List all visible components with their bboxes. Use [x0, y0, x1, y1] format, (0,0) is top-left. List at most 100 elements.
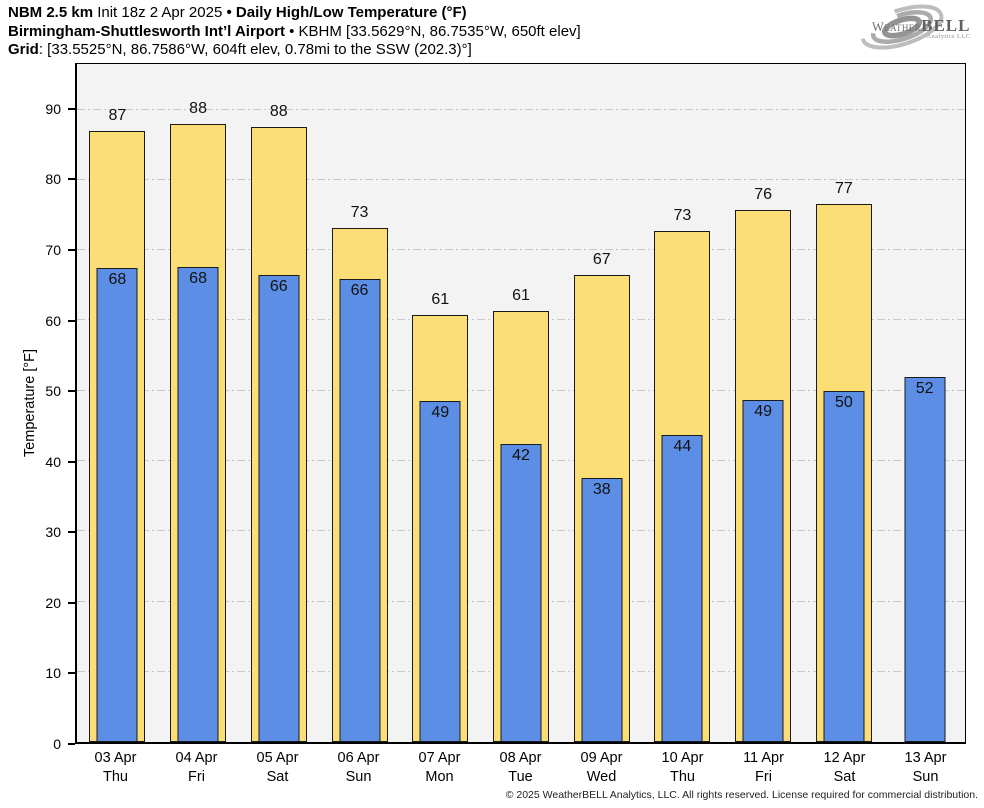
low-temp-bar: 49 — [742, 399, 784, 742]
x-tick-date: 08 Apr — [499, 750, 542, 766]
day-slot-13-Apr: 52 — [884, 64, 965, 742]
bullet-separator: • — [226, 4, 232, 21]
x-tick-09-Apr: 09 Apr Wed — [561, 749, 642, 787]
gridline-90 — [77, 108, 965, 110]
high-temp-value: 88 — [269, 103, 288, 121]
x-tick-date: 06 Apr — [337, 750, 380, 766]
day-slot-09-Apr: 67 38 — [561, 64, 642, 742]
x-axis: 03 Apr Thu 04 Apr Fri 05 Apr Sat 06 Apr Sun 07 A… — [75, 747, 966, 789]
x-tick-07-Apr: 07 Apr Mon — [399, 749, 480, 787]
x-tick-weekday: Thu — [670, 769, 695, 785]
low-temp-bar: 50 — [823, 390, 865, 742]
y-tick-mark-20 — [68, 601, 75, 604]
low-temp-value: 68 — [189, 270, 207, 288]
header-line-1: NBM 2.5 km Init 18z 2 Apr 2025 • Daily H… — [8, 4, 581, 23]
x-tick-date: 07 Apr — [418, 750, 461, 766]
x-tick-05-Apr: 05 Apr Sat — [237, 749, 318, 787]
bullet-separator: • — [289, 22, 295, 40]
high-temp-value: 87 — [108, 106, 127, 124]
low-temp-value: 52 — [915, 380, 934, 398]
y-tick-label-40: 40 — [45, 453, 61, 470]
low-temp-bar: 68 — [96, 267, 138, 742]
low-temp-bar: 66 — [339, 279, 381, 742]
y-axis: 0 10 20 30 40 50 60 70 80 90 — [0, 63, 75, 752]
logo-weather-text: Weather — [872, 20, 922, 34]
low-temp-value: 49 — [431, 403, 450, 421]
low-temp-value: 66 — [350, 282, 369, 299]
low-temp-value: 44 — [673, 437, 692, 455]
y-tick-mark-70 — [68, 249, 75, 252]
station-details: KBHM [33.5629°N, 86.7535°W, 650ft elev] — [298, 22, 581, 40]
low-temp-bar: 52 — [904, 377, 946, 742]
product-title: Daily High/Low Temperature (°F) — [235, 4, 467, 21]
plot-area: 87 68 88 68 88 66 73 66 61 49 61 42 67 38 73 44 76 49 77 50… — [75, 63, 966, 744]
x-tick-weekday: Tue — [508, 769, 533, 785]
gridline-70 — [77, 249, 965, 251]
logo-subtext: Analytics LLC — [926, 33, 971, 40]
y-tick-mark-80 — [68, 178, 75, 181]
low-temp-value: 49 — [754, 402, 773, 420]
x-tick-weekday: Wed — [586, 769, 617, 785]
x-tick-date: 10 Apr — [661, 750, 704, 766]
x-tick-weekday: Sat — [833, 769, 856, 785]
day-slot-08-Apr: 61 42 — [481, 64, 562, 742]
high-temp-value: 67 — [592, 250, 611, 268]
y-tick-label-50: 50 — [45, 383, 61, 400]
hurricane-swirl-icon — [860, 4, 944, 50]
x-tick-06-Apr: 06 Apr Sun — [318, 749, 399, 787]
station-name: Birmingham-Shuttlesworth Int’l Airport — [8, 22, 285, 40]
x-tick-weekday: Sun — [345, 769, 372, 785]
x-tick-12-Apr: 12 Apr Sat — [804, 749, 885, 787]
high-temp-value: 88 — [189, 99, 207, 117]
x-tick-weekday: Thu — [103, 769, 128, 785]
day-slot-12-Apr: 77 50 — [804, 64, 885, 742]
y-tick-mark-50 — [68, 390, 75, 393]
day-slot-05-Apr: 88 66 — [238, 64, 319, 742]
high-temp-value: 73 — [673, 207, 692, 225]
x-tick-date: 11 Apr — [743, 750, 784, 766]
x-tick-date: 12 Apr — [823, 750, 866, 766]
day-slot-11-Apr: 76 49 — [723, 64, 804, 742]
y-tick-label-90: 90 — [45, 100, 61, 117]
low-temp-value: 68 — [108, 270, 127, 288]
y-tick-mark-40 — [68, 460, 75, 463]
grid-label: Grid — [8, 41, 39, 58]
low-temp-bar: 38 — [581, 477, 623, 742]
y-tick-label-70: 70 — [45, 242, 61, 259]
x-tick-04-Apr: 04 Apr Fri — [156, 749, 237, 787]
y-tick-label-60: 60 — [45, 312, 61, 329]
high-temp-value: 77 — [834, 179, 853, 197]
header-line-2: Birmingham-Shuttlesworth Int’l Airport •… — [8, 23, 581, 42]
x-tick-date: 05 Apr — [256, 750, 299, 766]
x-tick-03-Apr: 03 Apr Thu — [75, 749, 156, 787]
logo-text: WeatherBELL Analytics LLC — [872, 16, 970, 40]
y-tick-label-10: 10 — [45, 665, 61, 682]
header-line-3: Grid: [33.5525°N, 86.7586°W, 604ft elev,… — [8, 41, 581, 60]
low-temp-bar: 49 — [419, 400, 461, 742]
y-tick-mark-30 — [68, 531, 75, 534]
low-temp-bar: 42 — [500, 444, 542, 742]
y-tick-label-30: 30 — [45, 524, 61, 541]
y-tick-mark-10 — [68, 672, 75, 675]
high-temp-value: 76 — [754, 186, 773, 204]
x-tick-date: 13 Apr — [904, 750, 947, 766]
high-temp-value: 61 — [512, 286, 530, 304]
x-tick-08-Apr: 08 Apr Tue — [480, 749, 561, 787]
day-slot-06-Apr: 73 66 — [319, 64, 400, 742]
model-name: NBM 2.5 km — [8, 4, 94, 21]
x-tick-date: 09 Apr — [580, 750, 623, 766]
init-time: Init 18z 2 Apr 2025 — [97, 4, 223, 21]
x-tick-13-Apr: 13 Apr Sun — [885, 749, 966, 787]
low-temp-bar: 44 — [661, 434, 703, 742]
x-tick-date: 04 Apr — [175, 750, 218, 766]
high-temp-value: 73 — [350, 204, 369, 222]
day-slot-03-Apr: 87 68 — [77, 64, 158, 742]
copyright-notice: © 2025 WeatherBELL Analytics, LLC. All r… — [505, 789, 978, 801]
day-slot-10-Apr: 73 44 — [642, 64, 723, 742]
low-temp-value: 42 — [512, 447, 530, 465]
low-temp-bar: 66 — [258, 275, 300, 742]
x-tick-weekday: Sat — [266, 769, 289, 785]
y-tick-label-80: 80 — [45, 171, 61, 188]
x-tick-11-Apr: 11 Apr Fri — [723, 749, 804, 787]
day-slot-07-Apr: 61 49 — [400, 64, 481, 742]
